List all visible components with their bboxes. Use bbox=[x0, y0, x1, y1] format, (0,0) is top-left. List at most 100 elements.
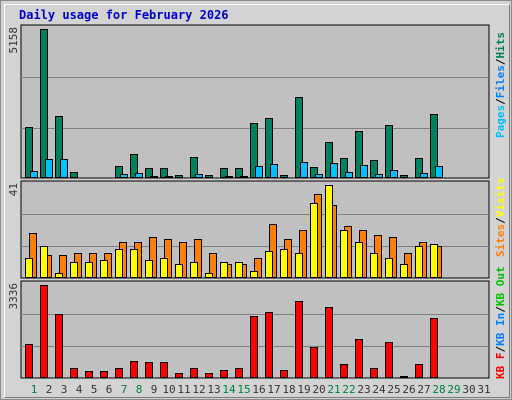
visits-bar-23 bbox=[355, 242, 363, 278]
visits-bar-2 bbox=[40, 246, 48, 278]
day-label-17: 17 bbox=[267, 383, 280, 396]
hits-bar-18 bbox=[280, 175, 288, 178]
visits-bar-20 bbox=[310, 203, 318, 278]
visits-bar-19 bbox=[295, 253, 303, 278]
legend-sites: Sites bbox=[494, 224, 507, 257]
visits-bar-25 bbox=[385, 258, 393, 278]
hits-bar-23 bbox=[355, 131, 363, 178]
day-label-31: 31 bbox=[477, 383, 490, 396]
hits-bar-19 bbox=[295, 97, 303, 178]
kbf-bar-11 bbox=[175, 373, 183, 378]
kbf-bar-28 bbox=[430, 318, 438, 378]
hits-bar-1 bbox=[25, 127, 33, 178]
visits-bar-28 bbox=[430, 244, 438, 278]
day-label-2: 2 bbox=[46, 383, 53, 396]
pages-bar-23 bbox=[360, 165, 368, 178]
bot-ymax-label: 3336 bbox=[7, 283, 20, 310]
day-label-24: 24 bbox=[372, 383, 386, 396]
legend-sep: / bbox=[494, 217, 507, 224]
visits-bar-17 bbox=[265, 251, 273, 278]
legend-sep: / bbox=[494, 98, 507, 105]
day-label-6: 6 bbox=[106, 383, 113, 396]
kbf-bar-2 bbox=[40, 285, 48, 378]
chart-title: Daily usage for February 2026 bbox=[19, 8, 229, 22]
hits-bar-17 bbox=[265, 118, 273, 178]
pages-bar-10 bbox=[165, 176, 173, 178]
kbf-bar-5 bbox=[85, 371, 93, 378]
kbf-bar-13 bbox=[205, 373, 213, 378]
legend-hits: Hits bbox=[494, 32, 507, 59]
kbf-bar-3 bbox=[55, 314, 63, 378]
visits-bar-8 bbox=[130, 249, 138, 278]
kbf-bar-15 bbox=[235, 368, 243, 378]
day-label-12: 12 bbox=[192, 383, 205, 396]
pages-bar-27 bbox=[420, 173, 428, 178]
visits-bar-14 bbox=[220, 262, 228, 278]
day-label-26: 26 bbox=[402, 383, 415, 396]
pages-bar-16 bbox=[255, 166, 263, 178]
pages-bar-3 bbox=[60, 159, 68, 178]
day-label-16: 16 bbox=[252, 383, 265, 396]
hits-bar-26 bbox=[400, 175, 408, 178]
pages-bar-1 bbox=[30, 171, 38, 178]
day-label-29: 29 bbox=[447, 383, 460, 396]
visits-bar-21 bbox=[325, 185, 333, 278]
hits-bar-14 bbox=[220, 168, 228, 178]
pages-bar-24 bbox=[375, 174, 383, 178]
hits-bar-16 bbox=[250, 123, 258, 178]
kbf-bar-19 bbox=[295, 301, 303, 378]
hits-bar-28 bbox=[430, 114, 438, 178]
visits-bar-12 bbox=[190, 262, 198, 278]
pages-bar-15 bbox=[240, 176, 248, 178]
day-label-11: 11 bbox=[177, 383, 190, 396]
legend-kbf: KB F bbox=[494, 353, 507, 380]
day-label-20: 20 bbox=[312, 383, 325, 396]
pages-bar-20 bbox=[315, 174, 323, 178]
day-label-30: 30 bbox=[462, 383, 475, 396]
day-label-13: 13 bbox=[207, 383, 220, 396]
visits-bar-22 bbox=[340, 230, 348, 278]
kbf-bar-18 bbox=[280, 370, 288, 378]
day-label-9: 9 bbox=[151, 383, 158, 396]
kbf-bar-4 bbox=[70, 368, 78, 378]
visits-bar-27 bbox=[415, 246, 423, 278]
hits-bar-15 bbox=[235, 168, 243, 178]
day-label-22: 22 bbox=[342, 383, 355, 396]
visits-bar-3 bbox=[55, 273, 63, 278]
visits-bar-13 bbox=[205, 273, 213, 278]
pages-bar-2 bbox=[45, 159, 53, 178]
day-label-27: 27 bbox=[417, 383, 430, 396]
hits-bar-12 bbox=[190, 157, 198, 178]
hits-bar-2 bbox=[40, 29, 48, 178]
kbf-bar-1 bbox=[25, 344, 33, 378]
hits-bar-9 bbox=[145, 168, 153, 178]
pages-bar-17 bbox=[270, 164, 278, 178]
hits-bar-11 bbox=[175, 175, 183, 178]
hits-bar-7 bbox=[115, 166, 123, 178]
hits-bar-10 bbox=[160, 168, 168, 178]
legend-pages: Pages bbox=[494, 105, 507, 138]
hits-bar-4 bbox=[70, 172, 78, 178]
hits-bar-25 bbox=[385, 125, 393, 178]
visits-bar-6 bbox=[100, 260, 108, 278]
visits-bar-1 bbox=[25, 258, 33, 278]
day-label-3: 3 bbox=[61, 383, 68, 396]
day-label-25: 25 bbox=[387, 383, 400, 396]
kbf-bar-10 bbox=[160, 362, 168, 378]
top-ymax-label: 5158 bbox=[7, 27, 20, 54]
day-label-18: 18 bbox=[282, 383, 295, 396]
kbf-bar-24 bbox=[370, 368, 378, 378]
kbf-bar-26 bbox=[400, 376, 408, 378]
legend-kbout: KB Out bbox=[494, 266, 507, 306]
visits-bar-9 bbox=[145, 260, 153, 278]
pages-bar-14 bbox=[225, 176, 233, 178]
pages-bar-25 bbox=[390, 170, 398, 178]
kbf-bar-7 bbox=[115, 368, 123, 378]
visits-bar-10 bbox=[160, 258, 168, 278]
legend-sep: / bbox=[494, 346, 507, 353]
kbf-bar-27 bbox=[415, 364, 423, 378]
visits-bar-4 bbox=[70, 262, 78, 278]
pages-bar-28 bbox=[435, 166, 443, 178]
pages-bar-8 bbox=[135, 173, 143, 178]
visits-bar-16 bbox=[250, 271, 258, 278]
